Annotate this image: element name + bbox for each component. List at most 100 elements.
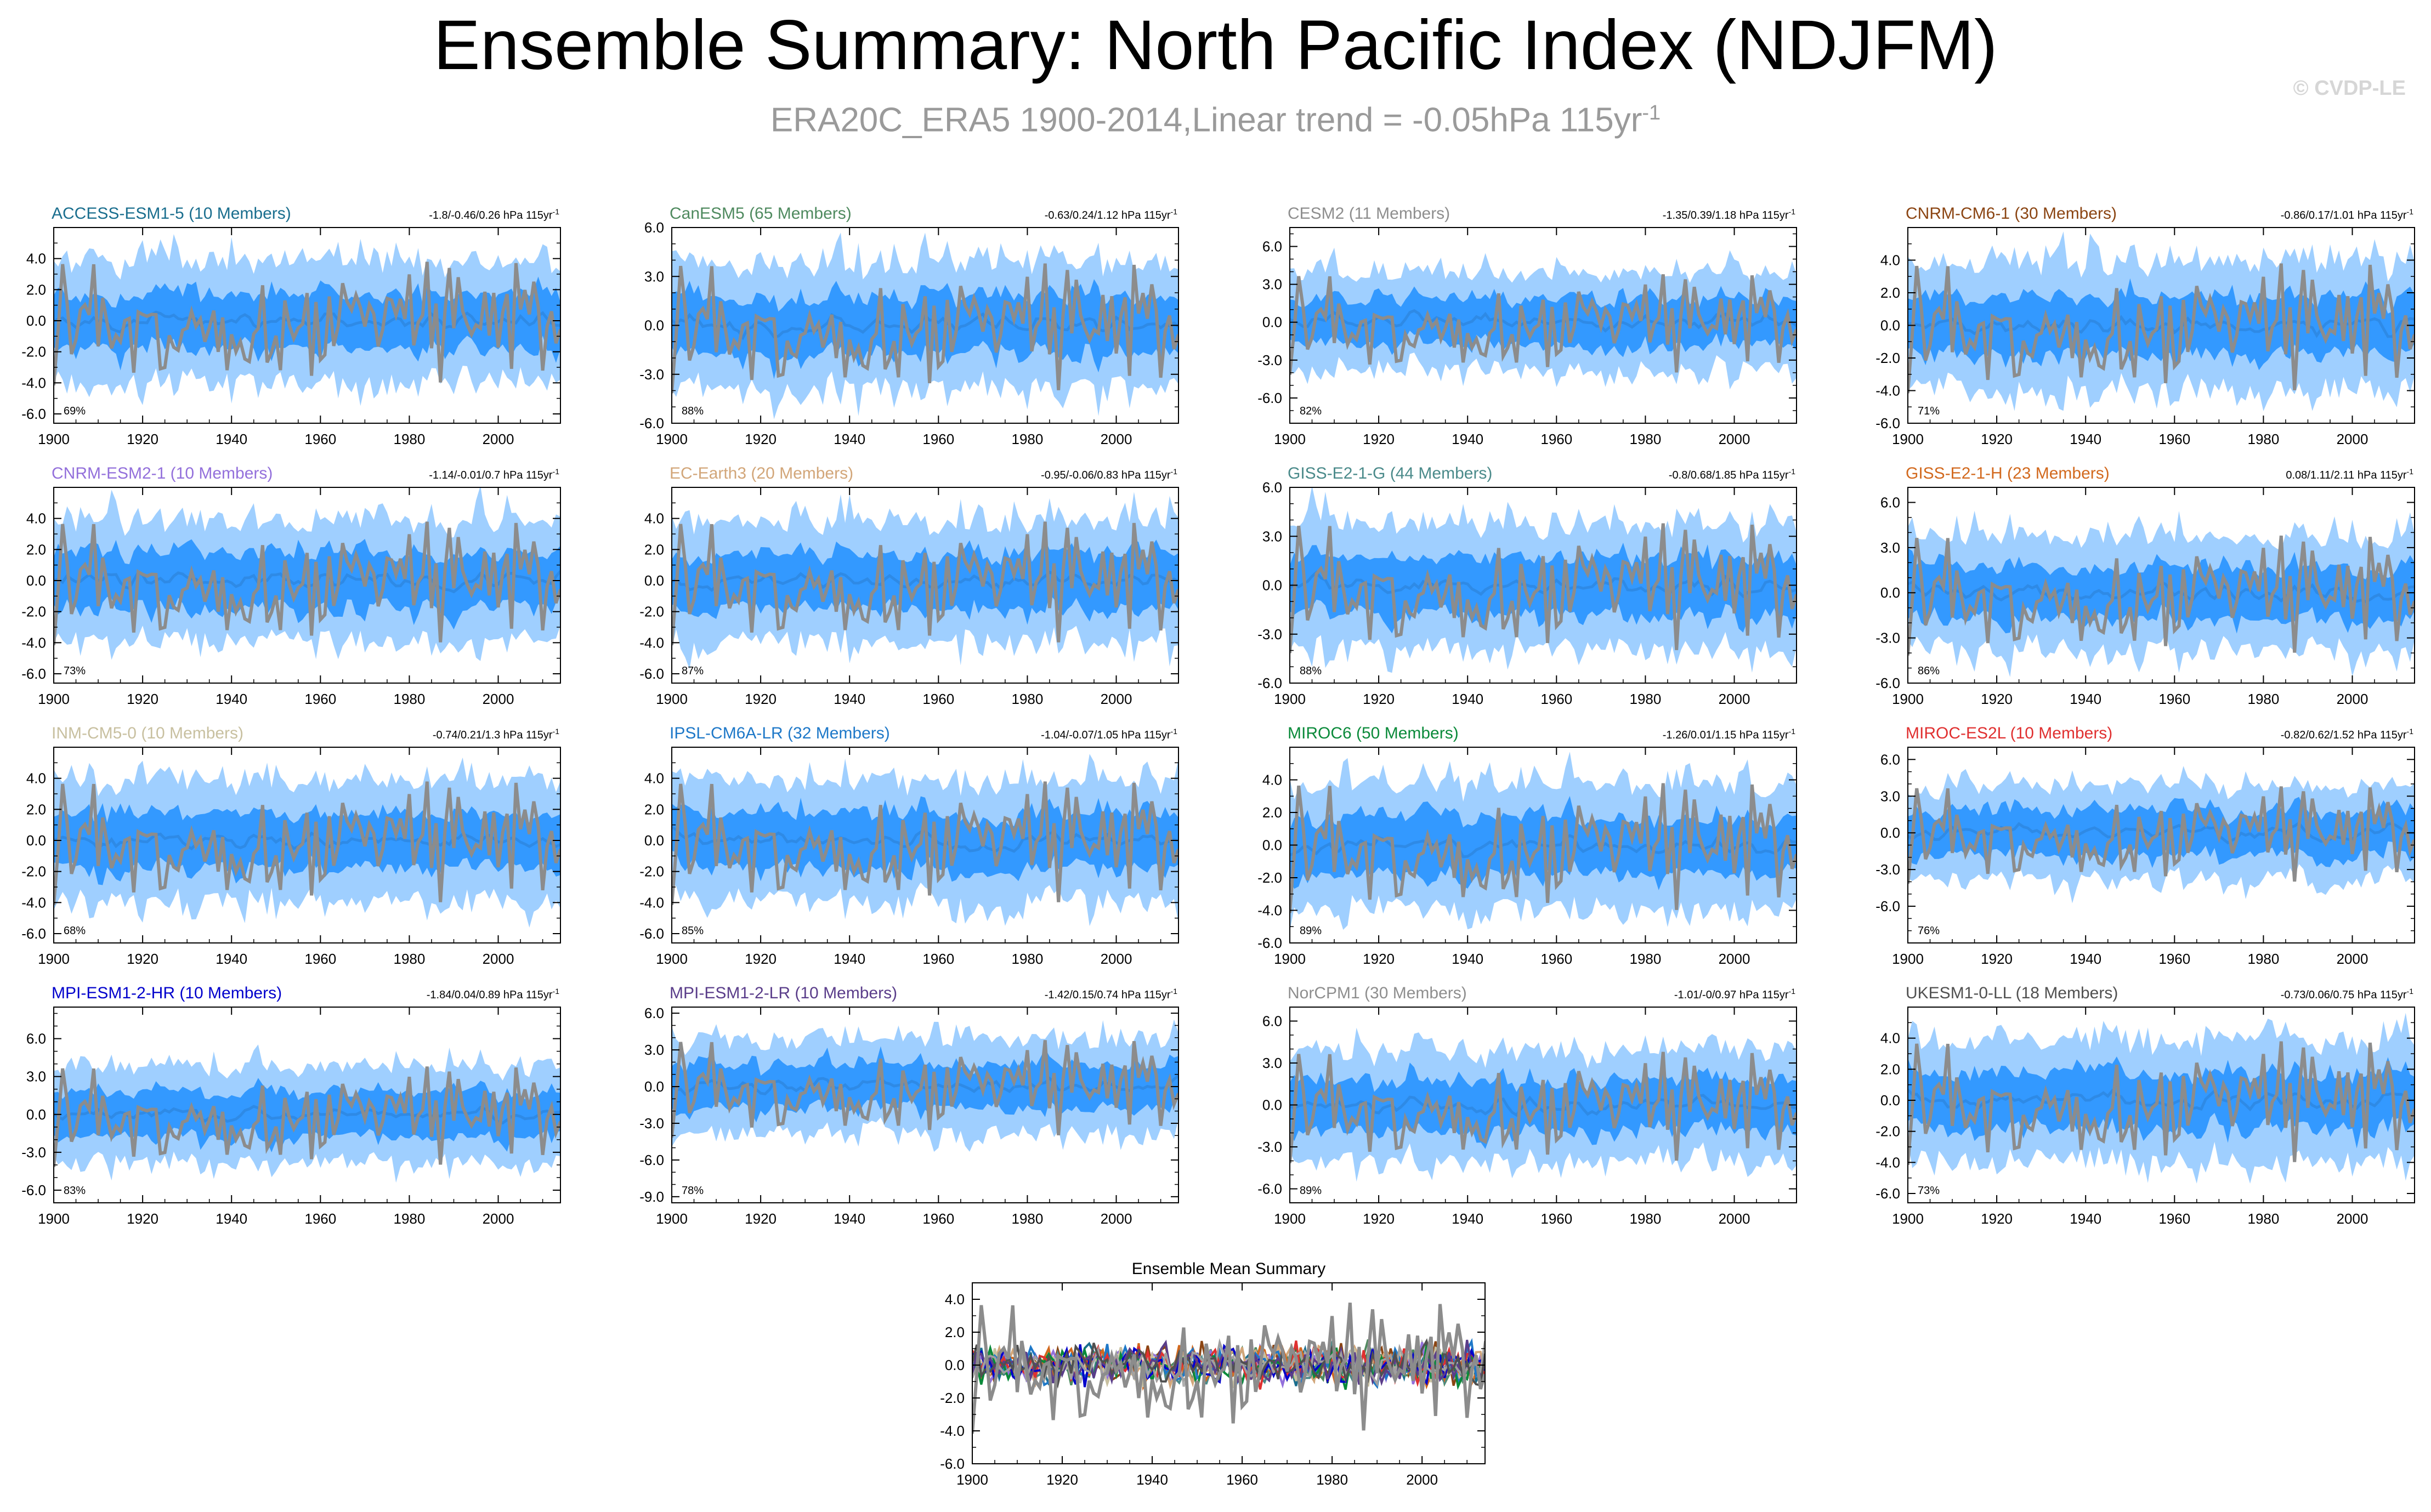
y-tick-label: -2.0 bbox=[940, 1390, 965, 1406]
x-tick-label: 1980 bbox=[1629, 431, 1661, 447]
page-title: Ensemble Summary: North Pacific Index (N… bbox=[433, 6, 1998, 84]
y-tick-label: 0.0 bbox=[644, 832, 664, 849]
panel-title: MPI-ESM1-2-HR (10 Members) bbox=[52, 984, 282, 1002]
panel-title: CNRM-ESM2-1 (10 Members) bbox=[52, 464, 273, 482]
x-tick-label: 1940 bbox=[1452, 951, 1483, 967]
percent-label: 76% bbox=[1918, 925, 1940, 937]
x-tick-label: 1960 bbox=[922, 951, 954, 967]
x-tick-label: 1940 bbox=[834, 951, 865, 967]
y-tick-label: 3.0 bbox=[644, 1042, 664, 1058]
y-tick-label: -6.0 bbox=[21, 1182, 46, 1198]
y-tick-label: -9.0 bbox=[639, 1189, 664, 1205]
x-tick-label: 1920 bbox=[127, 691, 158, 707]
y-tick-label: 4.0 bbox=[26, 251, 46, 267]
observation-line bbox=[54, 781, 560, 906]
x-tick-label: 2000 bbox=[1101, 951, 1132, 967]
y-tick-label: -3.0 bbox=[21, 1144, 46, 1161]
x-tick-label: 1940 bbox=[834, 1210, 865, 1227]
y-tick-label: -4.0 bbox=[21, 634, 46, 651]
observation-line bbox=[1290, 523, 1797, 653]
observation-line bbox=[1908, 786, 2415, 884]
copyright-watermark: © CVDP-LE bbox=[2293, 77, 2406, 100]
y-tick-label: 0.0 bbox=[945, 1357, 965, 1373]
plot-area bbox=[672, 1019, 1178, 1152]
x-tick-label: 1980 bbox=[1629, 1210, 1661, 1227]
x-tick-label: 1920 bbox=[1981, 951, 2013, 967]
trend-values: -1.42/0.15/0.74 hPa 115yr bbox=[1045, 989, 1171, 1001]
trend-exponent: -1 bbox=[1789, 467, 1796, 476]
x-tick-label: 1980 bbox=[1629, 691, 1661, 707]
y-tick-label: 4.0 bbox=[26, 770, 46, 787]
trend-text: -1.42/0.15/0.74 hPa 115yr-1 bbox=[1045, 987, 1177, 1001]
x-tick-label: 1920 bbox=[1046, 1471, 1078, 1488]
observation-line bbox=[972, 1303, 1485, 1434]
y-tick-label: 6.0 bbox=[644, 1005, 664, 1021]
x-tick-label: 1980 bbox=[393, 691, 425, 707]
x-tick-label: 1920 bbox=[745, 951, 777, 967]
plot-frame bbox=[1289, 227, 1797, 424]
y-tick-label: -4.0 bbox=[1875, 383, 1900, 399]
y-tick-label: 0.0 bbox=[26, 832, 46, 849]
y-tick-label: -4.0 bbox=[639, 634, 664, 651]
plot-frame bbox=[53, 1007, 561, 1203]
y-tick-label: 3.0 bbox=[1262, 276, 1282, 293]
trend-exponent: -1 bbox=[2407, 467, 2414, 476]
y-tick-label: 6.0 bbox=[1262, 479, 1282, 496]
x-tick-label: 1980 bbox=[2247, 951, 2279, 967]
x-tick-label: 2000 bbox=[483, 431, 514, 447]
y-tick-label: -6.0 bbox=[1257, 390, 1282, 406]
y-tick-label: -2.0 bbox=[1875, 350, 1900, 366]
x-tick-label: 1960 bbox=[1540, 951, 1572, 967]
x-tick-label: 2000 bbox=[1406, 1471, 1438, 1488]
percent-label: 73% bbox=[1918, 1185, 1940, 1197]
plot-frame bbox=[1907, 1007, 2415, 1203]
trend-text: -0.8/0.68/1.85 hPa 115yr-1 bbox=[1669, 467, 1795, 481]
y-tick-label: 3.0 bbox=[644, 268, 664, 285]
percent-label: 78% bbox=[682, 1185, 704, 1197]
y-tick-label: -4.0 bbox=[21, 374, 46, 391]
y-tick-label: 0.0 bbox=[26, 572, 46, 589]
y-tick-label: 2.0 bbox=[26, 541, 46, 558]
trend-exponent: -1 bbox=[553, 467, 560, 476]
x-tick-label: 1980 bbox=[1011, 1210, 1043, 1227]
x-tick-label: 1960 bbox=[1540, 691, 1572, 707]
y-tick-label: -6.0 bbox=[639, 415, 664, 431]
x-tick-label: 1980 bbox=[1011, 951, 1043, 967]
plot-frame bbox=[1907, 487, 2415, 684]
trend-text: -0.74/0.21/1.3 hPa 115yr-1 bbox=[433, 727, 559, 741]
percent-label: 68% bbox=[64, 925, 86, 937]
y-tick-label: -6.0 bbox=[1875, 898, 1900, 914]
y-tick-label: -6.0 bbox=[639, 1152, 664, 1168]
trend-values: -0.82/0.62/1.52 hPa 115yr bbox=[2281, 729, 2407, 741]
percent-label: 82% bbox=[1300, 405, 1322, 417]
x-tick-label: 1980 bbox=[393, 951, 425, 967]
observation-line bbox=[54, 521, 560, 646]
y-tick-label: 2.0 bbox=[26, 281, 46, 298]
panel-title: GISS-E2-1-G (44 Members) bbox=[1288, 464, 1492, 482]
plot-frame bbox=[53, 747, 561, 943]
x-tick-label: 1920 bbox=[127, 431, 158, 447]
trend-exponent: -1 bbox=[1789, 987, 1796, 996]
x-tick-label: 2000 bbox=[483, 1210, 514, 1227]
y-tick-label: 4.0 bbox=[1880, 1030, 1900, 1047]
panel-title: MPI-ESM1-2-LR (10 Members) bbox=[670, 984, 897, 1002]
trend-values: -1.84/0.04/0.89 hPa 115yr bbox=[427, 989, 553, 1001]
y-tick-label: -6.0 bbox=[1875, 415, 1900, 431]
y-tick-label: 2.0 bbox=[644, 801, 664, 817]
x-tick-label: 2000 bbox=[1101, 431, 1132, 447]
ensemble-spread-band bbox=[672, 279, 1178, 379]
y-tick-label: 2.0 bbox=[1262, 804, 1282, 821]
observation-line bbox=[1290, 274, 1797, 375]
trend-text: -0.63/0.24/1.12 hPa 115yr-1 bbox=[1045, 207, 1177, 221]
trend-exponent: -1 bbox=[1789, 207, 1796, 216]
x-tick-label: 1960 bbox=[304, 1210, 336, 1227]
y-tick-label: 4.0 bbox=[26, 510, 46, 527]
percent-label: 73% bbox=[64, 665, 86, 677]
trend-exponent: -1 bbox=[2407, 727, 2414, 736]
y-tick-label: -4.0 bbox=[940, 1423, 965, 1439]
trend-values: -1.26/0.01/1.15 hPa 115yr bbox=[1663, 729, 1789, 741]
trend-exponent: -1 bbox=[2407, 987, 2414, 996]
x-tick-label: 1940 bbox=[1136, 1471, 1168, 1488]
y-tick-label: 4.0 bbox=[1262, 772, 1282, 788]
y-tick-label: 6.0 bbox=[1262, 238, 1282, 255]
